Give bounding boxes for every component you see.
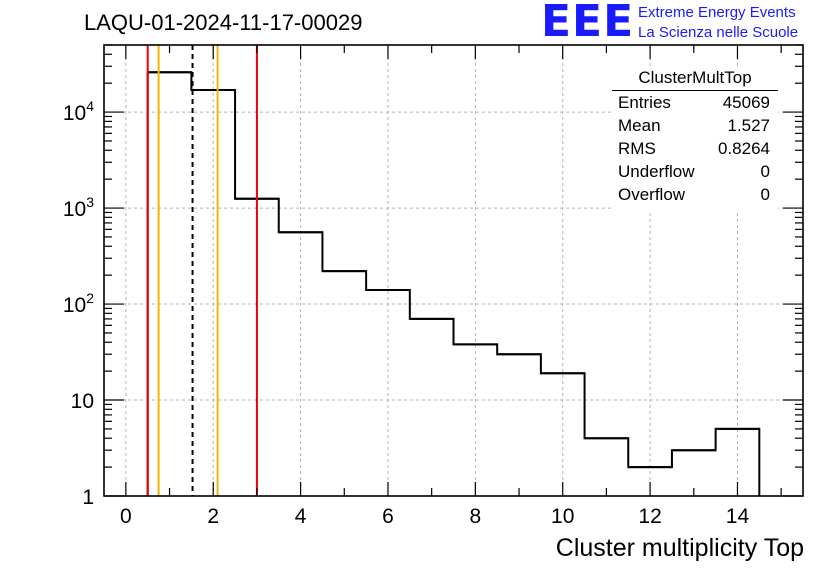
run-title: LAQU-01-2024-11-17-00029	[84, 10, 363, 35]
y-tick-label: 10	[71, 390, 94, 413]
stats-row-rms: RMS 0.8264	[618, 139, 770, 162]
x-tick-label: 4	[295, 505, 307, 528]
plot-frame	[103, 44, 804, 497]
logo-subtitle-2: La Scienza nelle Scuole	[638, 24, 799, 41]
stats-title: ClusterMultTop	[638, 68, 752, 87]
stats-label: Underflow	[618, 162, 695, 181]
axis-ticks	[104, 44, 803, 497]
stats-row-underflow: Underflow 0	[618, 162, 770, 185]
stats-label: RMS	[618, 139, 656, 158]
histogram-outline	[146, 71, 761, 496]
x-tick-label: 10	[551, 505, 574, 528]
histogram-bin	[410, 319, 454, 496]
stats-value: 45069	[722, 93, 770, 112]
stats-divider	[612, 90, 778, 91]
histogram-bin	[497, 354, 541, 496]
y-tick-label: 103	[63, 194, 94, 221]
stats-value: 0.8264	[718, 139, 770, 158]
histogram-bin	[585, 438, 629, 496]
stats-value: 0	[760, 162, 770, 181]
x-tick-label: 8	[470, 505, 482, 528]
stats-value: 0	[760, 185, 770, 204]
marker-lines	[146, 45, 258, 496]
stats-row-overflow: Overflow 0	[618, 185, 770, 208]
stats-row-mean: Mean 1.527	[618, 116, 770, 139]
y-tick-label: 1	[82, 486, 94, 509]
x-tick-label: 0	[120, 505, 132, 528]
x-tick-label: 14	[726, 505, 750, 528]
stats-box: ClusterMultTop Entries 45069 Mean 1.527 …	[612, 68, 778, 210]
x-tick-label: 2	[207, 505, 219, 528]
stats-row-entries: Entries 45069	[618, 93, 770, 116]
tick-labels: 0 2 4 6 8 10 12 14 1 10 102 103 104	[63, 98, 750, 528]
x-tick-label: 12	[638, 505, 661, 528]
x-tick-label: 6	[382, 505, 394, 528]
stats-label: Entries	[618, 93, 671, 112]
histogram-bars	[146, 71, 761, 496]
y-tick-label: 104	[63, 98, 94, 125]
y-tick-label: 102	[63, 290, 94, 317]
stats-label: Mean	[618, 116, 661, 135]
histogram-bin	[322, 271, 366, 496]
histogram-bin	[148, 72, 192, 496]
x-axis-label: Cluster multiplicity Top	[555, 534, 804, 562]
stats-label: Overflow	[618, 185, 686, 204]
stats-value: 1.527	[727, 116, 770, 135]
eee-logo: EEE	[541, 0, 635, 47]
logo-subtitle-1: Extreme Energy Events	[638, 4, 796, 21]
